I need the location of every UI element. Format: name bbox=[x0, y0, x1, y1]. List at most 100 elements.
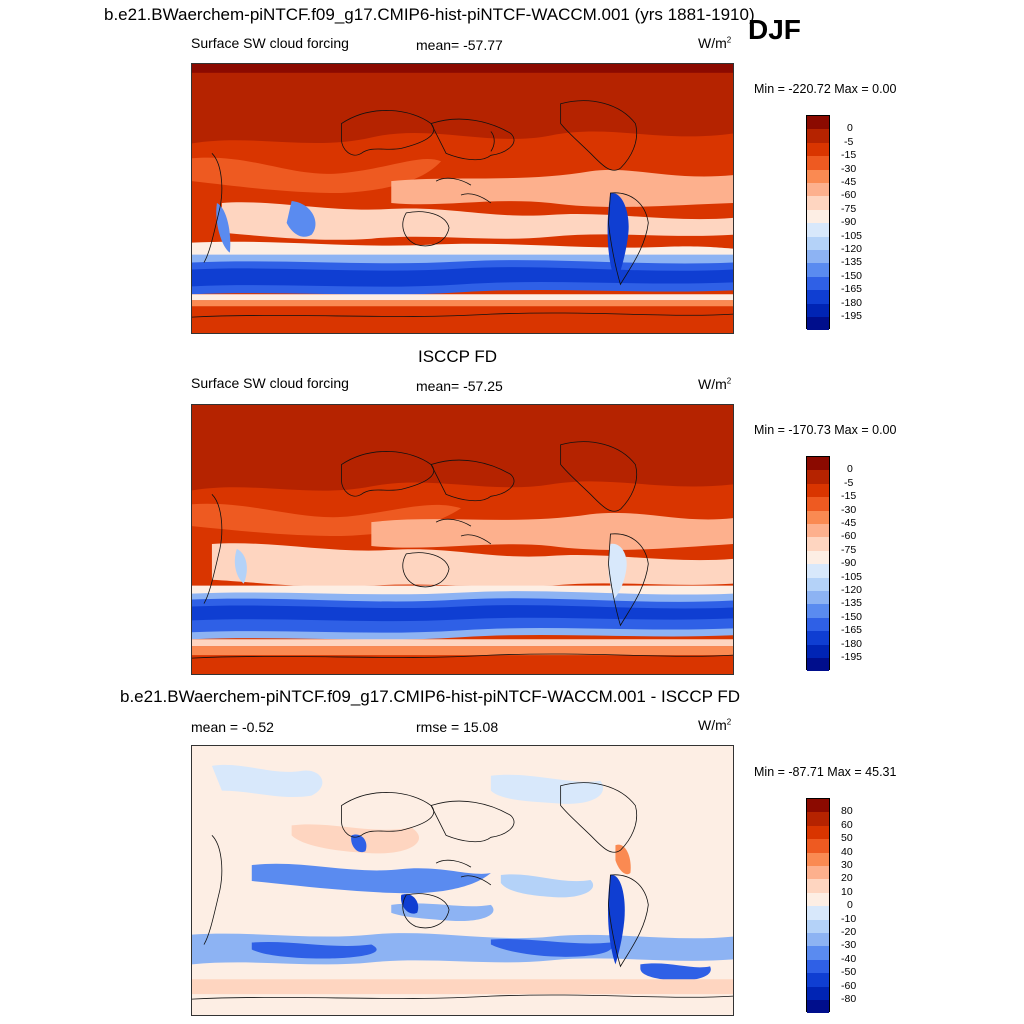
colorbar-tick-label: -60 bbox=[841, 979, 857, 992]
panel2-colorbar-swatch bbox=[807, 510, 829, 524]
colorbar-tick-label: -20 bbox=[841, 926, 857, 938]
colorbar-tick-label: -50 bbox=[841, 966, 857, 979]
panel1-map bbox=[191, 63, 734, 334]
colorbar-tick-label: -40 bbox=[841, 952, 857, 965]
colorbar-tick-label: -90 bbox=[841, 557, 857, 570]
colorbar-tick-label: 80 bbox=[841, 805, 853, 818]
panel3-colorbar-swatch bbox=[807, 852, 829, 866]
colorbar-tick-label: -105 bbox=[841, 570, 863, 583]
panel3-colorbar bbox=[806, 798, 830, 1013]
panel1-colorbar-swatch bbox=[807, 317, 829, 330]
panel3-colorbar-swatch bbox=[807, 973, 829, 987]
panel2-colorbar-swatch bbox=[807, 617, 829, 632]
panel3-colorbar-swatch bbox=[807, 799, 829, 813]
colorbar-tick-label: -15 bbox=[841, 149, 857, 162]
panel3-colorbar-swatch bbox=[807, 906, 829, 920]
panel3-rmse-label: rmse = 15.08 bbox=[416, 719, 499, 735]
panel3-colorbar-swatch bbox=[807, 919, 829, 933]
colorbar-tick-label: -5 bbox=[844, 476, 854, 489]
colorbar-tick-label: -180 bbox=[841, 296, 863, 309]
panel3-colorbar-swatch bbox=[807, 986, 829, 1000]
panel1-colorbar-swatch bbox=[807, 116, 829, 130]
panel2-minmax: Min = -170.73 Max = 0.00 bbox=[754, 423, 897, 437]
panel1-colorbar-swatch bbox=[807, 169, 829, 183]
panel3-colorbar-swatch bbox=[807, 812, 829, 826]
panel1-colorbar bbox=[806, 115, 830, 330]
colorbar-tick-label: -150 bbox=[841, 610, 863, 623]
colorbar-tick-label: -90 bbox=[841, 216, 857, 229]
panel3-colorbar-swatch bbox=[807, 946, 829, 960]
panel2-title: ISCCP FD bbox=[418, 347, 498, 366]
panel1-colorbar-swatch bbox=[807, 196, 829, 210]
colorbar-tick-label: -30 bbox=[841, 162, 857, 175]
colorbar-tick-label: -15 bbox=[841, 490, 857, 503]
panel1-colorbar-swatch bbox=[807, 209, 829, 224]
panel2-mean-label: mean= -57.25 bbox=[416, 378, 503, 394]
panel1-mean-label: mean= -57.77 bbox=[416, 37, 503, 53]
colorbar-tick-label: -30 bbox=[841, 939, 857, 952]
panel3-colorbar-swatch bbox=[807, 825, 829, 840]
panel2-map bbox=[191, 404, 734, 675]
panel2-colorbar bbox=[806, 456, 830, 671]
panel2-variable-label: Surface SW cloud forcing bbox=[191, 375, 349, 391]
panel1-colorbar-swatch bbox=[807, 236, 829, 250]
panel2-colorbar-swatch bbox=[807, 470, 829, 484]
panel1-colorbar-swatch bbox=[807, 303, 829, 317]
panel2-colorbar-swatch bbox=[807, 591, 829, 605]
panel3-map bbox=[191, 745, 734, 1016]
colorbar-tick-label: -150 bbox=[841, 269, 863, 282]
colorbar-tick-label: -60 bbox=[841, 189, 857, 202]
season-label: DJF bbox=[748, 14, 801, 45]
panel1-colorbar-swatch bbox=[807, 290, 829, 304]
panel3-colorbar-swatch bbox=[807, 959, 829, 974]
panel2-colorbar-swatch bbox=[807, 483, 829, 498]
panel3-colorbar-swatch bbox=[807, 933, 829, 947]
panel1-title: b.e21.BWaerchem-piNTCF.f09_g17.CMIP6-his… bbox=[104, 5, 755, 24]
colorbar-tick-label: -135 bbox=[841, 256, 863, 269]
panel2-colorbar-swatch bbox=[807, 644, 829, 658]
colorbar-tick-label: -80 bbox=[841, 993, 857, 1005]
panel3-colorbar-swatch bbox=[807, 866, 829, 880]
panel3-mean-label: mean = -0.52 bbox=[191, 719, 274, 735]
colorbar-tick-label: 0 bbox=[847, 899, 853, 912]
panel2-units: W/m2 bbox=[698, 376, 732, 392]
panel1-units: W/m2 bbox=[698, 35, 732, 51]
panel2-colorbar-swatch bbox=[807, 564, 829, 578]
colorbar-tick-label: -165 bbox=[841, 283, 863, 296]
panel2-colorbar-swatch bbox=[807, 658, 829, 671]
panel2-colorbar-swatch bbox=[807, 457, 829, 471]
panel1-colorbar-swatch bbox=[807, 129, 829, 143]
colorbar-tick-label: -180 bbox=[841, 637, 863, 650]
colorbar-tick-label: -45 bbox=[841, 517, 857, 529]
colorbar-tick-label: -195 bbox=[841, 310, 863, 322]
panel2-colorbar-swatch bbox=[807, 524, 829, 538]
panel1-colorbar-swatch bbox=[807, 276, 829, 291]
colorbar-tick-label: 50 bbox=[841, 832, 853, 845]
colorbar-tick-label: -75 bbox=[841, 543, 857, 556]
colorbar-tick-label: 0 bbox=[847, 122, 853, 135]
panel2-colorbar-swatch bbox=[807, 497, 829, 511]
panel1-colorbar-swatch bbox=[807, 263, 829, 277]
colorbar-tick-label: -195 bbox=[841, 651, 863, 663]
colorbar-tick-label: 10 bbox=[841, 885, 853, 898]
colorbar-tick-label: 30 bbox=[841, 859, 853, 871]
colorbar-tick-label: -45 bbox=[841, 176, 857, 188]
colorbar-tick-label: -135 bbox=[841, 597, 863, 610]
panel1-colorbar-swatch bbox=[807, 156, 829, 170]
colorbar-tick-label: -5 bbox=[844, 135, 854, 148]
panel1-colorbar-swatch bbox=[807, 250, 829, 264]
colorbar-tick-label: 0 bbox=[847, 463, 853, 476]
colorbar-tick-label: -10 bbox=[841, 912, 857, 925]
panel1-colorbar-swatch bbox=[807, 142, 829, 157]
colorbar-tick-label: -30 bbox=[841, 503, 857, 516]
colorbar-tick-label: -120 bbox=[841, 243, 863, 255]
panel2-colorbar-swatch bbox=[807, 631, 829, 645]
colorbar-tick-label: -75 bbox=[841, 202, 857, 215]
panel3-minmax: Min = -87.71 Max = 45.31 bbox=[754, 765, 897, 779]
colorbar-tick-label: -165 bbox=[841, 624, 863, 637]
panel3-colorbar-swatch bbox=[807, 839, 829, 853]
panel3-title: b.e21.BWaerchem-piNTCF.f09_g17.CMIP6-his… bbox=[120, 687, 741, 706]
colorbar-tick-label: 40 bbox=[841, 845, 853, 858]
colorbar-tick-label: 20 bbox=[841, 872, 853, 885]
colorbar-tick-label: -105 bbox=[841, 229, 863, 242]
